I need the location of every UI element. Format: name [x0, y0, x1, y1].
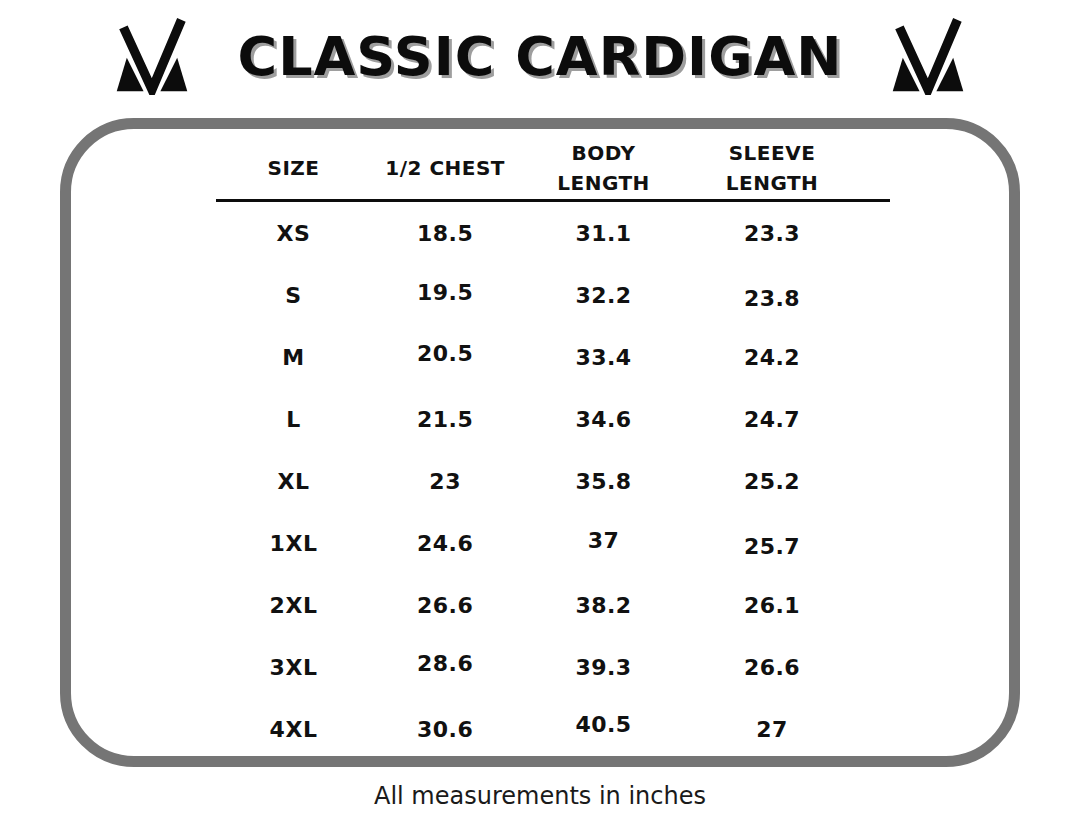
- table-header-row: SIZE 1/2 CHEST BODY LENGTH SLEEVE LENGTH: [216, 136, 890, 199]
- column-header-body-length: BODY LENGTH: [519, 138, 688, 198]
- table-row: XS 18.5 31.1 23.3: [216, 202, 890, 264]
- body-length-cell: 34.6: [519, 407, 688, 432]
- size-cell: XL: [216, 469, 371, 494]
- sleeve-length-cell: 23.8: [688, 286, 857, 311]
- size-cell: 1XL: [216, 531, 371, 556]
- table-row: 4XL 30.6 40.5 27: [216, 698, 890, 760]
- table-row: XL 23 35.8 25.2: [216, 450, 890, 512]
- half-chest-cell: 30.6: [371, 717, 519, 742]
- half-chest-cell: 23: [371, 469, 519, 494]
- half-chest-cell: 28.6: [371, 651, 519, 676]
- table-row: 1XL 24.6 37 25.7: [216, 512, 890, 574]
- column-header-half-chest: 1/2 CHEST: [371, 153, 519, 183]
- table-row: 2XL 26.6 38.2 26.1: [216, 574, 890, 636]
- half-chest-cell: 21.5: [371, 407, 519, 432]
- body-length-cell: 40.5: [519, 712, 688, 737]
- half-chest-cell: 20.5: [371, 341, 519, 366]
- body-length-cell: 38.2: [519, 593, 688, 618]
- sleeve-length-cell: 23.3: [688, 221, 857, 246]
- table-row: 3XL 28.6 39.3 26.6: [216, 636, 890, 698]
- sleeve-length-cell: 25.2: [688, 469, 857, 494]
- size-table: SIZE 1/2 CHEST BODY LENGTH SLEEVE LENGTH…: [216, 136, 890, 760]
- size-cell: 2XL: [216, 593, 371, 618]
- sleeve-length-cell: 24.7: [688, 407, 857, 432]
- size-chart-page: CLASSIC CARDIGAN SIZE 1/2 CHEST BODY LEN…: [0, 0, 1080, 834]
- measurements-note: All measurements in inches: [0, 782, 1080, 810]
- sleeve-length-cell: 26.1: [688, 593, 857, 618]
- size-cell: M: [216, 345, 371, 370]
- header: CLASSIC CARDIGAN: [0, 0, 1080, 112]
- column-header-size: SIZE: [216, 153, 371, 183]
- size-cell: 3XL: [216, 655, 371, 680]
- body-length-cell: 33.4: [519, 345, 688, 370]
- column-header-sleeve-length: SLEEVE LENGTH: [688, 138, 857, 198]
- size-cell: XS: [216, 221, 371, 246]
- half-chest-cell: 18.5: [371, 221, 519, 246]
- sleeve-length-cell: 27: [688, 717, 857, 742]
- body-length-cell: 37: [519, 528, 688, 553]
- size-cell: L: [216, 407, 371, 432]
- page-title: CLASSIC CARDIGAN: [238, 25, 843, 88]
- half-chest-cell: 24.6: [371, 531, 519, 556]
- half-chest-cell: 26.6: [371, 593, 519, 618]
- sleeve-length-cell: 24.2: [688, 345, 857, 370]
- body-length-cell: 31.1: [519, 221, 688, 246]
- sleeve-length-cell: 25.7: [688, 534, 857, 559]
- table-row: M 20.5 33.4 24.2: [216, 326, 890, 388]
- table-row: L 21.5 34.6 24.7: [216, 388, 890, 450]
- body-length-cell: 35.8: [519, 469, 688, 494]
- body-length-cell: 32.2: [519, 283, 688, 308]
- brand-monogram-left-icon: [110, 17, 194, 95]
- sleeve-length-cell: 26.6: [688, 655, 857, 680]
- body-length-cell: 39.3: [519, 655, 688, 680]
- half-chest-cell: 19.5: [371, 280, 519, 305]
- size-cell: S: [216, 283, 371, 308]
- brand-monogram-right-icon: [886, 17, 970, 95]
- table-row: S 19.5 32.2 23.8: [216, 264, 890, 326]
- table-body: XS 18.5 31.1 23.3 S 19.5 32.2 23.8 M 20.…: [216, 202, 890, 760]
- size-cell: 4XL: [216, 717, 371, 742]
